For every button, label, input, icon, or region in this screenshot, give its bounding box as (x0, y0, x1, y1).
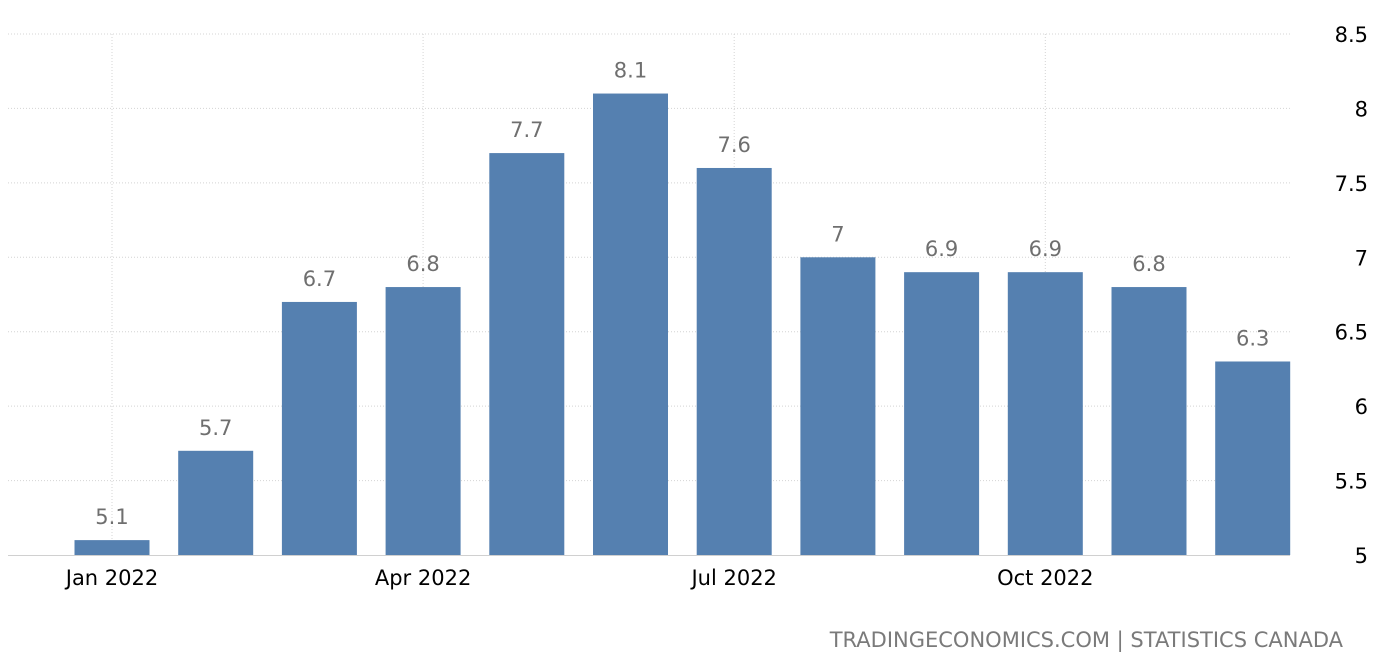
data-label: 6.3 (1236, 326, 1269, 350)
bar[interactable] (1215, 361, 1291, 555)
y-tick-label: 8.5 (1335, 23, 1368, 47)
bar[interactable] (800, 257, 876, 555)
bar[interactable] (385, 287, 461, 555)
bar[interactable] (1007, 272, 1083, 555)
bar[interactable] (489, 153, 565, 556)
y-tick-label: 6 (1355, 395, 1368, 419)
bar[interactable] (593, 93, 668, 556)
x-tick-label: Jan 2022 (64, 566, 159, 590)
x-tick-label: Jul 2022 (689, 566, 776, 590)
data-label: 5.1 (95, 505, 128, 529)
data-label: 7 (831, 222, 844, 246)
data-label: 7.7 (510, 118, 543, 142)
bar[interactable] (904, 272, 980, 555)
bar[interactable] (178, 450, 254, 555)
data-label: 6.7 (303, 267, 336, 291)
data-label: 8.1 (614, 59, 647, 83)
data-label: 5.7 (199, 416, 232, 440)
bar[interactable] (696, 167, 772, 555)
bar[interactable] (1111, 287, 1187, 555)
y-tick-label: 6.5 (1335, 321, 1368, 345)
y-axis: 5 5.5 6 6.5 7 7.5 8 8.5 (1335, 23, 1368, 568)
x-tick-label: Apr 2022 (375, 566, 471, 590)
data-label: 6.9 (925, 237, 958, 261)
bar[interactable] (74, 540, 150, 555)
x-tick-label: Oct 2022 (997, 566, 1093, 590)
y-tick-label: 7.5 (1335, 172, 1368, 196)
y-tick-label: 5 (1355, 544, 1368, 568)
y-tick-label: 7 (1355, 246, 1368, 270)
bars-layer (74, 93, 1291, 556)
x-axis: Jan 2022 Apr 2022 Jul 2022 Oct 2022 (8, 555, 1290, 590)
y-tick-label: 5.5 (1335, 470, 1368, 494)
bar[interactable] (281, 301, 357, 555)
source-attribution: TRADINGECONOMICS.COM | STATISTICS CANADA (829, 628, 1344, 653)
data-label: 6.8 (406, 252, 439, 276)
data-label: 6.8 (1132, 252, 1165, 276)
data-label: 6.9 (1029, 237, 1062, 261)
data-labels-layer: 5.1 5.7 6.7 6.8 7.7 8.1 7.6 7 6.9 6.9 6.8 6.3 (95, 59, 1269, 530)
y-tick-label: 8 (1355, 97, 1368, 121)
data-label: 7.6 (717, 133, 750, 157)
